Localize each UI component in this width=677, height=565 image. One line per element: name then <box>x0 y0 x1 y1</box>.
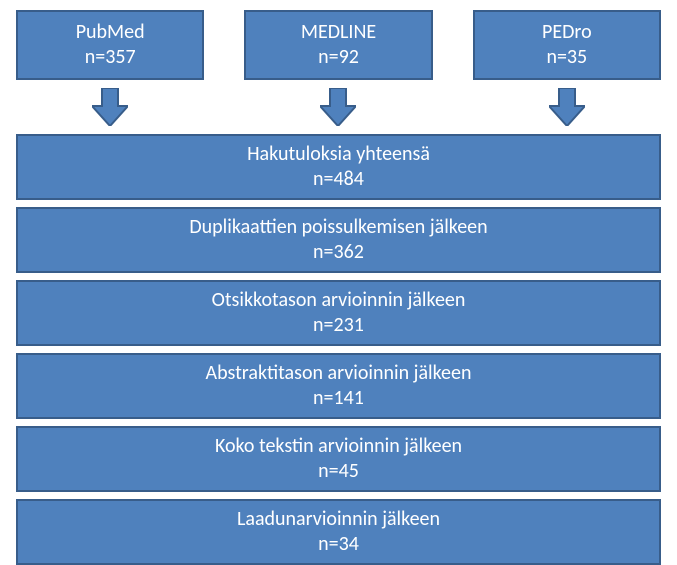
stage-label: Koko tekstin arvioinnin jälkeen <box>22 434 655 459</box>
arrow-cell <box>244 88 432 126</box>
source-name: MEDLINE <box>250 20 426 45</box>
source-count: n=92 <box>250 45 426 70</box>
stage-box-abstract: Abstraktitason arvioinnin jälkeen n=141 <box>16 353 661 419</box>
arrow-down-icon <box>92 88 128 126</box>
stage-label: Duplikaattien poissulkemisen jälkeen <box>22 215 655 240</box>
arrow-row <box>16 88 661 126</box>
arrow-cell <box>473 88 661 126</box>
stage-count: n=141 <box>22 386 655 411</box>
stage-box-title: Otsikkotason arvioinnin jälkeen n=231 <box>16 280 661 346</box>
stage-count: n=34 <box>22 532 655 557</box>
source-count: n=357 <box>22 45 198 70</box>
stage-label: Hakutuloksia yhteensä <box>22 142 655 167</box>
stage-count: n=484 <box>22 167 655 192</box>
stage-label: Laadunarvioinnin jälkeen <box>22 507 655 532</box>
arrow-down-icon <box>320 88 356 126</box>
stage-count: n=45 <box>22 459 655 484</box>
stage-label: Abstraktitason arvioinnin jälkeen <box>22 361 655 386</box>
source-count: n=35 <box>479 45 655 70</box>
source-box-pedro: PEDro n=35 <box>473 10 661 80</box>
stage-count: n=362 <box>22 240 655 265</box>
stage-box-total: Hakutuloksia yhteensä n=484 <box>16 134 661 200</box>
source-box-medline: MEDLINE n=92 <box>244 10 432 80</box>
stage-box-quality: Laadunarvioinnin jälkeen n=34 <box>16 499 661 565</box>
source-name: PubMed <box>22 20 198 45</box>
stage-label: Otsikkotason arvioinnin jälkeen <box>22 288 655 313</box>
source-name: PEDro <box>479 20 655 45</box>
stage-box-fulltext: Koko tekstin arvioinnin jälkeen n=45 <box>16 426 661 492</box>
source-box-pubmed: PubMed n=357 <box>16 10 204 80</box>
arrow-down-icon <box>549 88 585 126</box>
stage-count: n=231 <box>22 313 655 338</box>
arrow-cell <box>16 88 204 126</box>
source-row: PubMed n=357 MEDLINE n=92 PEDro n=35 <box>16 10 661 80</box>
stage-box-duplicates: Duplikaattien poissulkemisen jälkeen n=3… <box>16 207 661 273</box>
